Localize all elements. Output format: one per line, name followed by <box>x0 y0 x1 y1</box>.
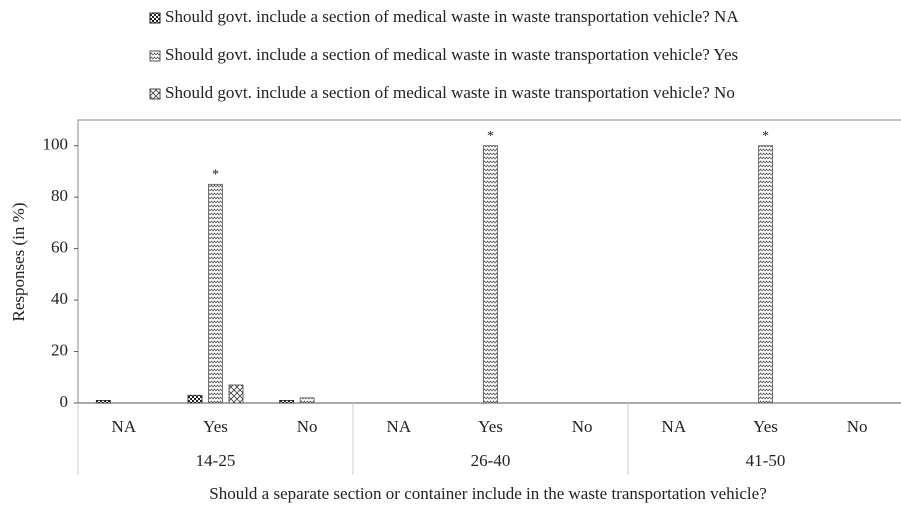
y-tick-label: 20 <box>51 340 68 359</box>
y-tick-label: 0 <box>60 392 69 411</box>
y-tick-label: 60 <box>51 238 68 257</box>
annotation: * <box>212 168 219 183</box>
legend-label: Should govt. include a section of medica… <box>165 7 739 26</box>
y-tick-label: 100 <box>43 135 69 154</box>
legend-label: Should govt. include a section of medica… <box>165 45 738 64</box>
legend-swatch <box>149 50 161 62</box>
bar <box>228 384 244 404</box>
group-label: 41-50 <box>746 451 786 470</box>
bar <box>187 394 203 404</box>
bar <box>279 400 295 404</box>
legend-swatch <box>149 88 161 100</box>
x-tick-label: No <box>297 417 318 436</box>
bar <box>299 397 315 404</box>
x-tick-label: Yes <box>203 417 228 436</box>
group-label: 14-25 <box>196 451 236 470</box>
y-tick-label: 80 <box>51 186 68 205</box>
x-tick-label: Yes <box>753 417 778 436</box>
x-tick-label: NA <box>662 417 687 436</box>
x-tick-label: No <box>572 417 593 436</box>
bar <box>95 400 111 404</box>
bar <box>208 183 223 404</box>
x-tick-label: NA <box>387 417 412 436</box>
legend-swatch <box>149 12 161 24</box>
y-tick-label: 40 <box>51 289 68 308</box>
group-label: 26-40 <box>471 451 511 470</box>
legend-label: Should govt. include a section of medica… <box>165 83 735 102</box>
x-axis-label: Should a separate section or container i… <box>209 484 767 503</box>
x-tick-label: Yes <box>478 417 503 436</box>
bar <box>483 145 498 404</box>
annotation: * <box>762 129 769 144</box>
bar <box>758 145 773 404</box>
x-tick-label: No <box>847 417 868 436</box>
y-axis-label: Responses (in %) <box>9 203 28 322</box>
annotation: * <box>487 129 494 144</box>
x-tick-label: NA <box>112 417 137 436</box>
